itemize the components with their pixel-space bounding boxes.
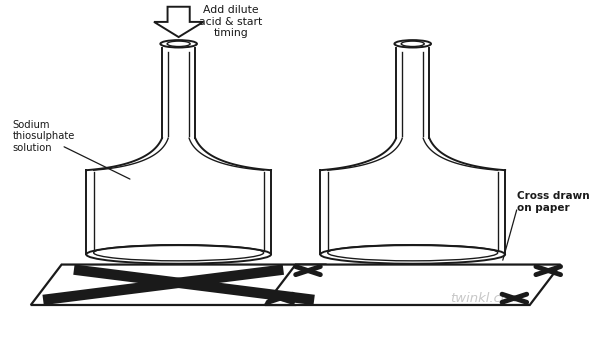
Ellipse shape: [86, 245, 271, 264]
Polygon shape: [265, 265, 561, 305]
Text: Sodium
thiosulphate
solution: Sodium thiosulphate solution: [12, 120, 75, 153]
Text: Cross drawn
on paper: Cross drawn on paper: [517, 191, 590, 213]
Text: Add dilute
acid & start
timing: Add dilute acid & start timing: [200, 5, 262, 38]
Text: twinkl.com: twinkl.com: [450, 292, 522, 305]
Polygon shape: [154, 7, 203, 37]
Ellipse shape: [320, 245, 505, 264]
Polygon shape: [31, 265, 326, 305]
